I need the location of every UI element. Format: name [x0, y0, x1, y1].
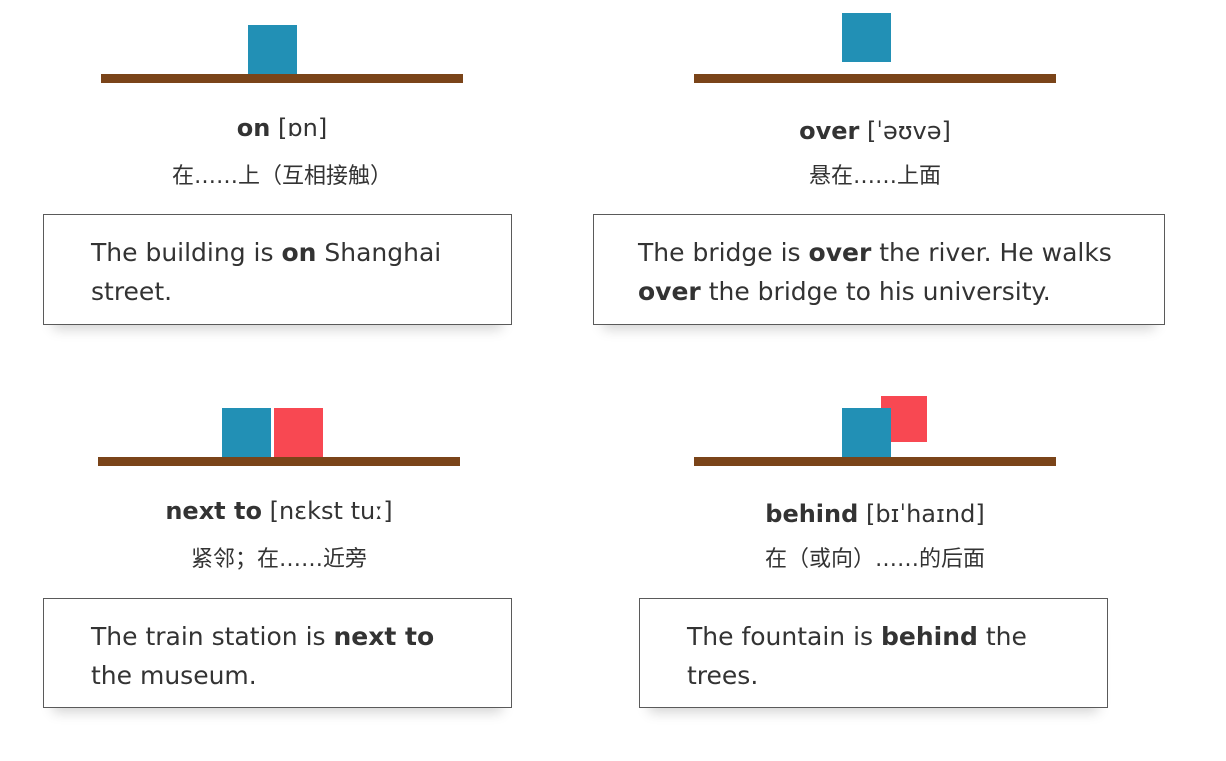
red-box	[274, 408, 323, 457]
example-text: The fountain is behind the trees.	[687, 617, 1047, 695]
example-text-after: Shanghai street.	[91, 238, 442, 306]
example-text-before: The bridge is	[638, 238, 809, 267]
example-text-after: the trees.	[687, 622, 1027, 690]
word-title: behind [bɪˈhaɪnd]	[694, 500, 1056, 528]
phonetic: [nɛkst tuː]	[269, 497, 393, 525]
example-box: The train station is next to the museum.	[43, 598, 512, 708]
word: next to	[165, 497, 262, 525]
example-text: The building is on Shanghai street.	[91, 233, 491, 311]
word: on	[236, 114, 271, 142]
example-box: The fountain is behind the trees.	[639, 598, 1108, 708]
meaning: 在（或向）……的后面	[764, 547, 985, 572]
meaning: 在……上（互相接触）	[171, 164, 392, 189]
word-title: next to [nɛkst tuː]	[98, 497, 460, 525]
blue-box	[222, 408, 271, 457]
example-text-line2: the bridge to his university.	[700, 277, 1051, 306]
example-box: The building is on Shanghai street.	[43, 214, 512, 325]
meaning: 紧邻；在……近旁	[190, 547, 367, 572]
example-text-before: The train station is	[91, 622, 334, 651]
blue-box	[842, 408, 891, 457]
word-title: on [ɒn]	[101, 114, 463, 142]
word: over	[799, 117, 860, 145]
shelf	[101, 74, 463, 83]
shelf	[694, 74, 1056, 83]
example-keyword: on	[281, 238, 317, 267]
shelf	[694, 457, 1056, 466]
blue-box	[248, 25, 297, 74]
example-keyword: behind	[881, 622, 978, 651]
meaning: 悬在……上面	[808, 164, 941, 189]
example-text-before: The building is	[91, 238, 282, 267]
example-keyword: over	[808, 238, 872, 267]
word: behind	[765, 500, 859, 528]
blue-box	[842, 13, 891, 62]
phonetic: [bɪˈhaɪnd]	[865, 500, 985, 528]
example-keyword: next to	[333, 622, 435, 651]
example-text: The bridge is over the river. He walks ov…	[638, 233, 1154, 311]
shelf	[98, 457, 460, 466]
example-text-after: the museum.	[91, 661, 257, 690]
example-text-after: the river. He walks	[871, 238, 1112, 267]
example-text: The train station is next to the museum.	[91, 617, 471, 695]
example-text-before: The fountain is	[687, 622, 882, 651]
phonetic: [ɒn]	[278, 114, 328, 142]
word-title: over [ˈəʊvə]	[694, 117, 1056, 145]
example-keyword-2: over	[638, 277, 701, 306]
phonetic: [ˈəʊvə]	[867, 117, 951, 145]
example-box: The bridge is over the river. He walks ov…	[593, 214, 1165, 325]
